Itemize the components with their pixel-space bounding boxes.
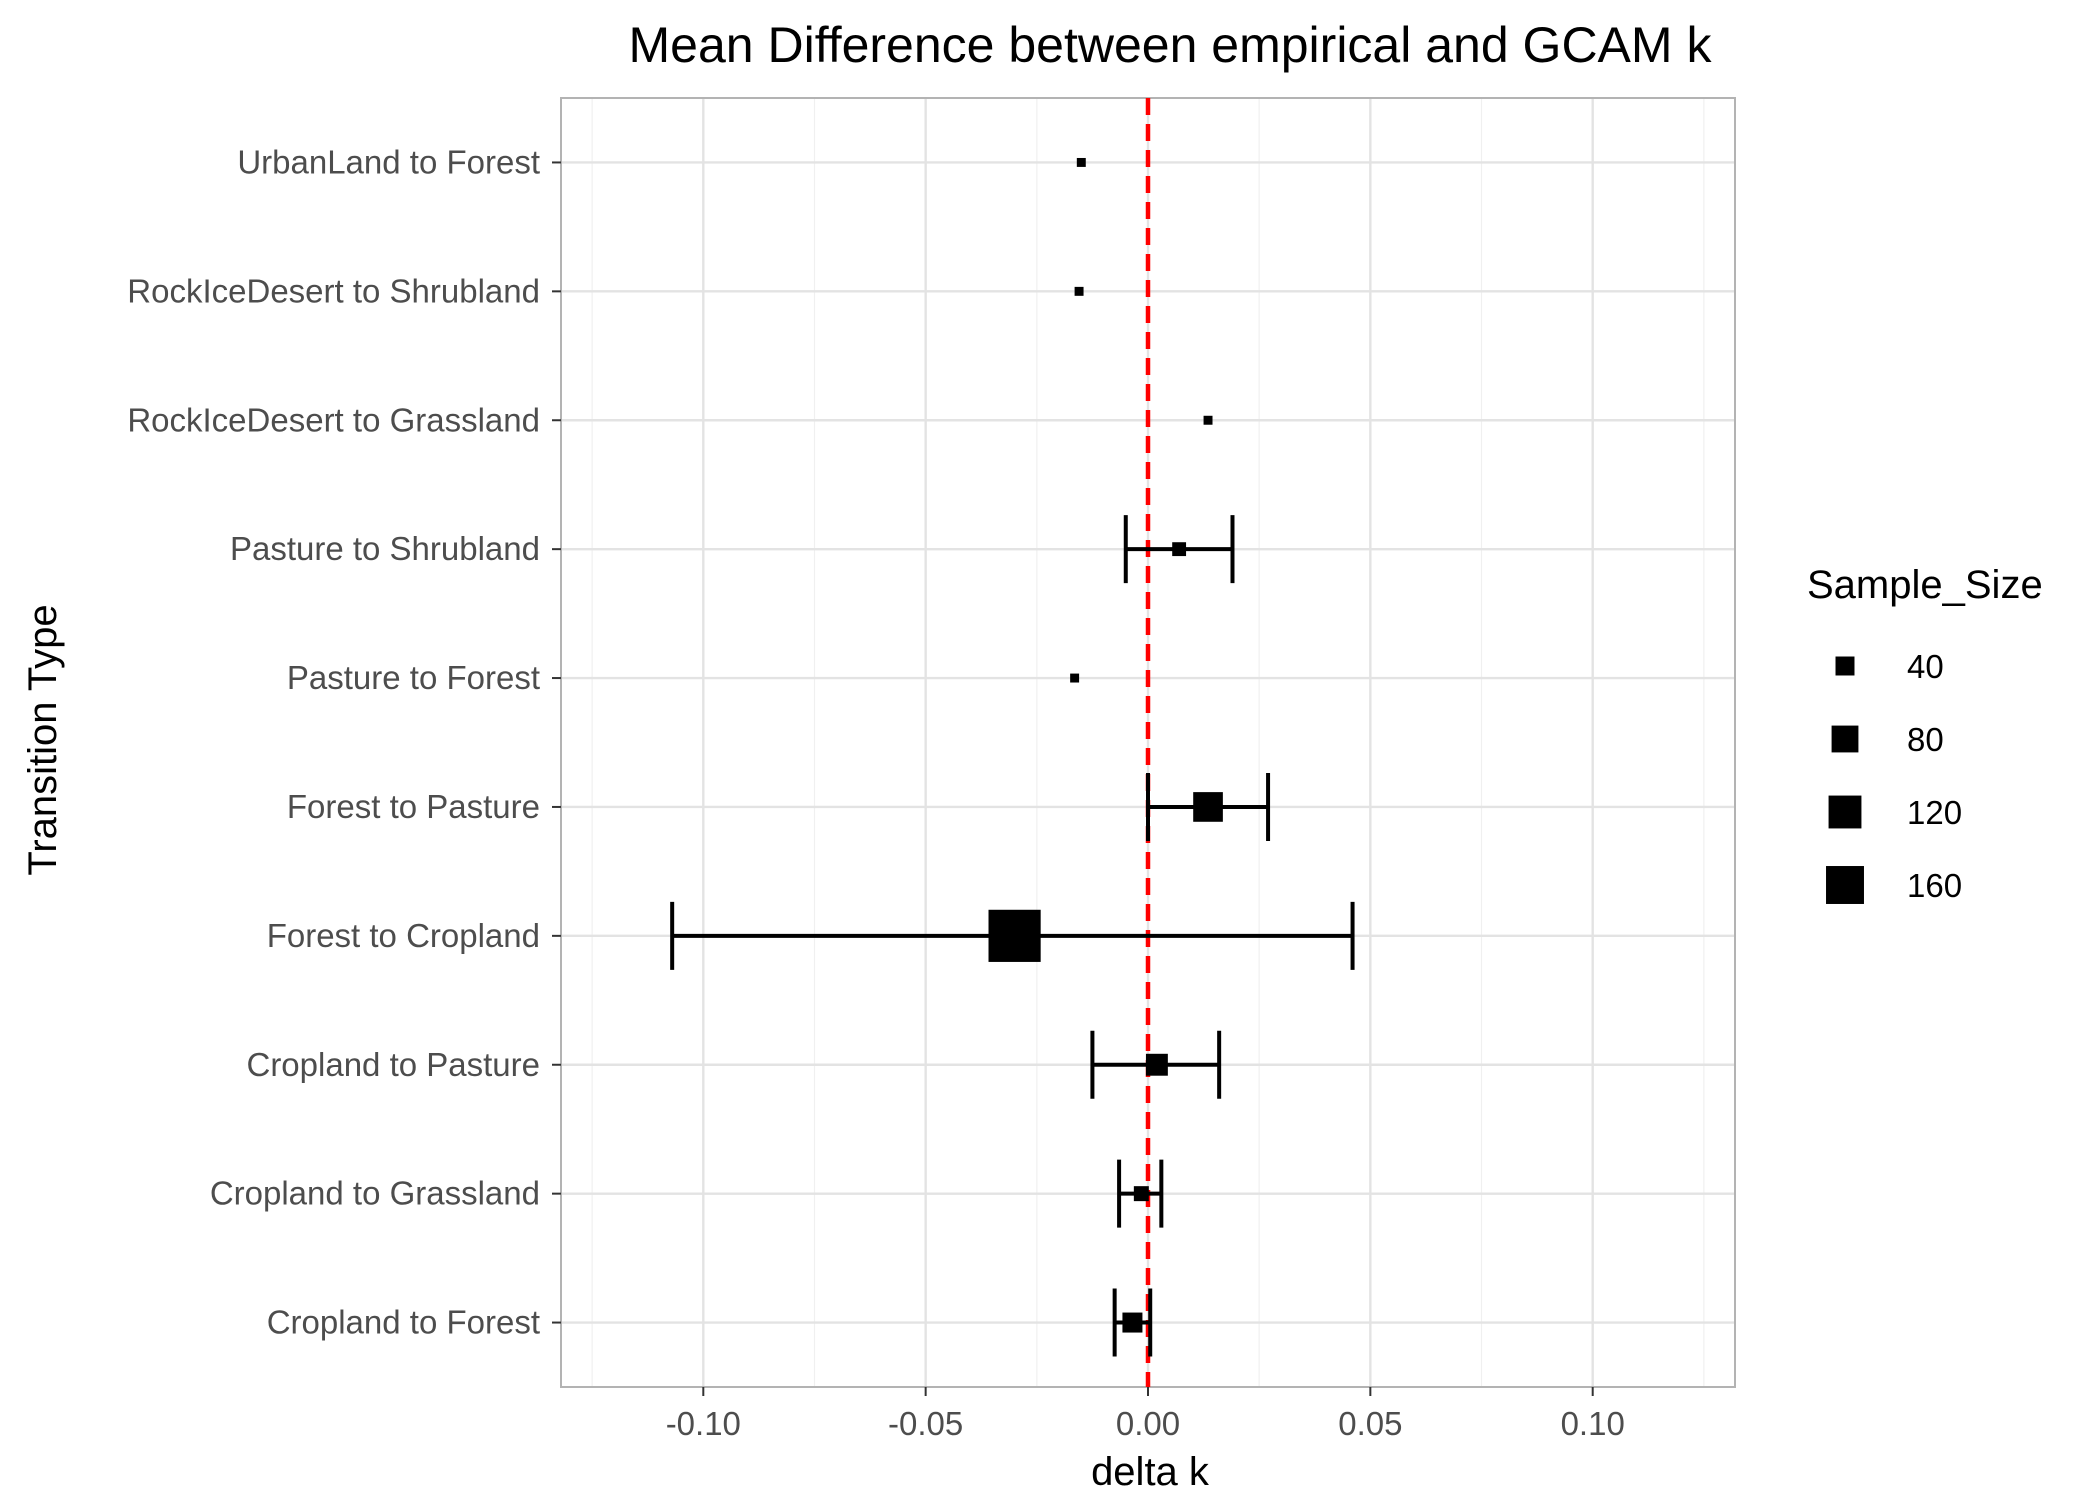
legend-label: 80 (1907, 721, 1944, 758)
legend-key-square (1835, 656, 1855, 676)
data-point (1133, 1186, 1149, 1202)
chart-title: Mean Difference between empirical and GC… (629, 17, 1713, 73)
y-tick-label: Forest to Cropland (267, 917, 540, 954)
y-tick-label: Cropland to Pasture (246, 1046, 540, 1083)
y-tick-label: Cropland to Grassland (210, 1175, 540, 1212)
x-tick-label: 0.00 (1116, 1405, 1180, 1442)
data-point (1122, 1312, 1143, 1333)
data-point (1076, 157, 1086, 167)
data-point (1193, 792, 1223, 822)
legend-label: 40 (1907, 648, 1944, 685)
data-point (1074, 286, 1084, 296)
y-tick-label: RockIceDesert to Grassland (127, 401, 540, 438)
x-tick-label: -0.10 (666, 1405, 741, 1442)
data-point (988, 909, 1041, 962)
y-tick-label: UrbanLand to Forest (237, 143, 540, 180)
legend-label: 120 (1907, 794, 1962, 831)
legend-title: Sample_Size (1807, 563, 2043, 607)
data-point (1070, 673, 1080, 683)
legend-key-square (1828, 795, 1862, 829)
legend-label: 160 (1907, 867, 1962, 904)
x-axis-title: delta k (1091, 1450, 1210, 1494)
legend: 40 80 120 160 (1826, 648, 1962, 904)
data-point (1203, 415, 1213, 425)
y-tick-label: Forest to Pasture (287, 788, 540, 825)
y-tick-label: Pasture to Forest (287, 659, 540, 696)
legend-key-square (1831, 725, 1859, 753)
y-axis-title: Transition Type (21, 604, 65, 875)
data-point (1145, 1053, 1168, 1076)
y-tick-label: Pasture to Shrubland (230, 530, 540, 567)
x-tick-label: 0.10 (1561, 1405, 1625, 1442)
x-tick-label: -0.05 (888, 1405, 963, 1442)
x-tick-label: 0.05 (1338, 1405, 1402, 1442)
plot-panel: UrbanLand to Forest RockIceDesert to Shru… (127, 97, 1736, 1442)
data-point (1172, 542, 1187, 557)
y-tick-label: RockIceDesert to Shrubland (127, 272, 540, 309)
y-tick-label: Cropland to Forest (267, 1304, 540, 1341)
legend-key-square (1826, 866, 1864, 904)
